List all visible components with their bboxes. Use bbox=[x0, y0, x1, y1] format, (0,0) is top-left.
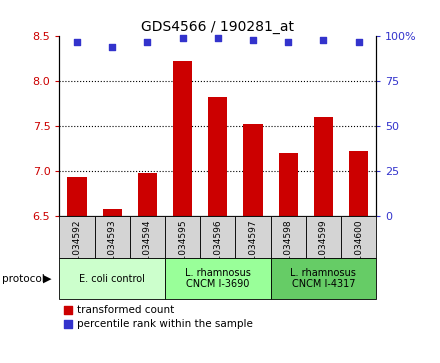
Text: GSM1034599: GSM1034599 bbox=[319, 219, 328, 280]
Bar bbox=[314, 117, 333, 216]
Text: GSM1034595: GSM1034595 bbox=[178, 219, 187, 280]
Text: L. rhamnosus
CNCM I-4317: L. rhamnosus CNCM I-4317 bbox=[290, 268, 356, 289]
Legend: transformed count, percentile rank within the sample: transformed count, percentile rank withi… bbox=[65, 305, 253, 329]
Point bbox=[355, 39, 362, 45]
Bar bbox=[138, 173, 157, 216]
Bar bbox=[306, 216, 341, 258]
Text: GSM1034596: GSM1034596 bbox=[213, 219, 222, 280]
Bar bbox=[349, 151, 368, 216]
Bar bbox=[165, 258, 271, 299]
Bar bbox=[279, 153, 298, 216]
Point bbox=[144, 39, 151, 45]
Text: GSM1034597: GSM1034597 bbox=[249, 219, 257, 280]
Text: L. rhamnosus
CNCM I-3690: L. rhamnosus CNCM I-3690 bbox=[185, 268, 251, 289]
Point bbox=[179, 35, 186, 41]
Bar bbox=[271, 216, 306, 258]
Text: E. coli control: E. coli control bbox=[79, 274, 145, 284]
Point bbox=[320, 37, 327, 43]
Text: GSM1034593: GSM1034593 bbox=[108, 219, 117, 280]
Bar bbox=[67, 178, 87, 216]
Point bbox=[249, 37, 257, 43]
Text: GSM1034594: GSM1034594 bbox=[143, 219, 152, 280]
Bar bbox=[103, 209, 122, 216]
Text: ▶: ▶ bbox=[43, 274, 51, 284]
Bar bbox=[243, 125, 263, 216]
Bar bbox=[173, 61, 192, 216]
Text: GSM1034598: GSM1034598 bbox=[284, 219, 293, 280]
Bar bbox=[95, 216, 130, 258]
Bar bbox=[59, 258, 165, 299]
Bar bbox=[341, 216, 376, 258]
Text: GSM1034592: GSM1034592 bbox=[73, 219, 81, 280]
Point bbox=[73, 39, 81, 45]
Bar bbox=[130, 216, 165, 258]
Bar bbox=[165, 216, 200, 258]
Bar bbox=[271, 258, 376, 299]
Title: GDS4566 / 190281_at: GDS4566 / 190281_at bbox=[141, 20, 294, 34]
Bar bbox=[208, 97, 227, 216]
Point bbox=[109, 44, 116, 50]
Bar bbox=[235, 216, 271, 258]
Point bbox=[285, 39, 292, 45]
Bar bbox=[59, 216, 95, 258]
Text: GSM1034600: GSM1034600 bbox=[354, 219, 363, 280]
Bar bbox=[200, 216, 235, 258]
Text: protocol: protocol bbox=[2, 274, 45, 284]
Point bbox=[214, 35, 221, 41]
